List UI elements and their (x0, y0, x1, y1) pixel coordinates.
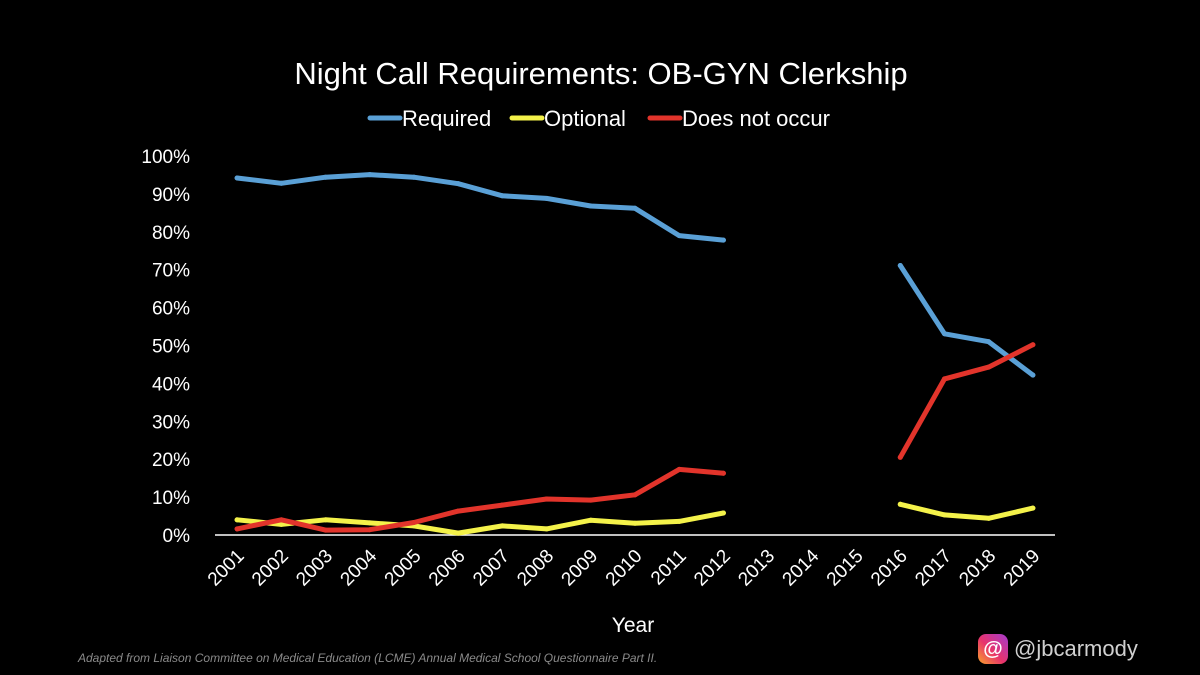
data-point (234, 175, 240, 181)
x-tick-label: 2001 (204, 546, 249, 591)
legend-label: Does not occur (682, 106, 830, 131)
data-point (278, 517, 284, 523)
data-point (234, 526, 240, 532)
x-tick-label: 2003 (292, 546, 337, 591)
series-line-required (897, 263, 1036, 378)
data-point (941, 331, 947, 337)
data-point (676, 233, 682, 239)
y-tick-label: 50% (152, 337, 190, 358)
x-tick-label: 2016 (867, 546, 912, 591)
data-point (411, 519, 417, 525)
data-point (676, 518, 682, 524)
data-point (588, 497, 594, 503)
series-line-required (234, 172, 726, 243)
data-point (986, 364, 992, 370)
data-point (323, 517, 329, 523)
y-tick-label: 20% (152, 450, 190, 471)
x-tick-label: 2017 (911, 546, 956, 591)
data-point (455, 530, 461, 536)
data-point (544, 496, 550, 502)
y-tick-label: 30% (152, 412, 190, 433)
x-tick-label: 2011 (647, 546, 691, 590)
source-note: Adapted from Liaison Committee on Medica… (78, 651, 658, 665)
data-point (499, 502, 505, 508)
x-tick-label: 2005 (381, 546, 426, 591)
x-tick-label: 2009 (558, 546, 603, 591)
data-point (499, 523, 505, 529)
data-point (367, 527, 373, 533)
data-point (676, 466, 682, 472)
data-point (941, 512, 947, 518)
data-point (897, 501, 903, 507)
y-tick-label: 80% (152, 223, 190, 244)
data-point (544, 526, 550, 532)
x-tick-label: 2007 (469, 546, 514, 591)
data-point (986, 339, 992, 345)
x-tick-label: 2008 (513, 546, 558, 591)
y-tick-label: 0% (163, 526, 191, 547)
x-tick-label: 2014 (779, 545, 824, 590)
data-point (1030, 372, 1036, 378)
y-tick-label: 70% (152, 261, 190, 282)
series-line-optional (897, 501, 1036, 521)
data-point (323, 174, 329, 180)
series-lines (234, 172, 1036, 536)
data-point (544, 195, 550, 201)
x-axis-label: Year (612, 614, 654, 637)
y-tick-label: 10% (152, 488, 190, 509)
x-axis-ticks: 2001 2002 2003 2004 2005 2006 2007 2008 2009 2010… (204, 545, 1045, 590)
data-point (1030, 342, 1036, 348)
data-point (234, 517, 240, 523)
legend-label: Optional (544, 106, 626, 131)
data-point (499, 193, 505, 199)
data-point (411, 174, 417, 180)
data-point (897, 263, 903, 269)
handle-text: @jbcarmody (1014, 636, 1138, 661)
y-tick-label: 90% (152, 185, 190, 206)
x-tick-label: 2006 (425, 546, 470, 591)
data-point (720, 237, 726, 243)
series-line-optional (234, 510, 726, 536)
data-point (897, 454, 903, 460)
data-point (278, 521, 284, 527)
y-tick-label: 60% (152, 299, 190, 320)
data-point (632, 205, 638, 211)
data-point (455, 508, 461, 514)
x-tick-label: 2013 (734, 546, 779, 591)
author-handle[interactable]: @ @jbcarmody (978, 634, 1138, 664)
data-point (455, 181, 461, 187)
data-point (323, 527, 329, 533)
data-point (986, 515, 992, 521)
series-line-does-not-occur (897, 342, 1036, 460)
x-tick-label: 2019 (1000, 546, 1045, 591)
legend: Required Optional Does not occur (367, 106, 830, 131)
data-point (720, 510, 726, 516)
data-point (588, 203, 594, 209)
x-tick-label: 2012 (690, 546, 735, 591)
data-point (588, 517, 594, 523)
y-tick-label: 100% (141, 147, 190, 168)
data-point (1030, 505, 1036, 511)
data-point (632, 492, 638, 498)
y-tick-label: 40% (152, 374, 190, 395)
x-tick-label: 2004 (337, 545, 382, 590)
series-line-does-not-occur (234, 466, 726, 533)
data-point (278, 180, 284, 186)
x-tick-label: 2002 (248, 546, 293, 591)
data-point (632, 520, 638, 526)
threads-icon: @ (978, 634, 1008, 664)
x-tick-label: 2010 (602, 546, 647, 591)
data-point (941, 376, 947, 382)
data-point (720, 470, 726, 476)
data-point (367, 172, 373, 178)
x-tick-label: 2018 (955, 546, 1000, 591)
data-point (367, 520, 373, 526)
x-tick-label: 2015 (823, 546, 868, 591)
y-axis-ticks: 0% 10% 20% 30% 40% 50% 60% 70% 80% 90% 100% (141, 147, 190, 547)
chart-title: Night Call Requirements: OB-GYN Clerkshi… (294, 56, 907, 91)
legend-label: Required (402, 106, 491, 131)
